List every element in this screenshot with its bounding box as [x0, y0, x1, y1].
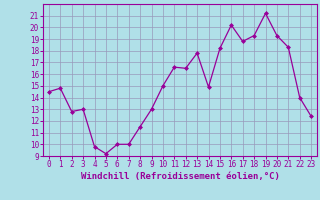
- X-axis label: Windchill (Refroidissement éolien,°C): Windchill (Refroidissement éolien,°C): [81, 172, 279, 181]
